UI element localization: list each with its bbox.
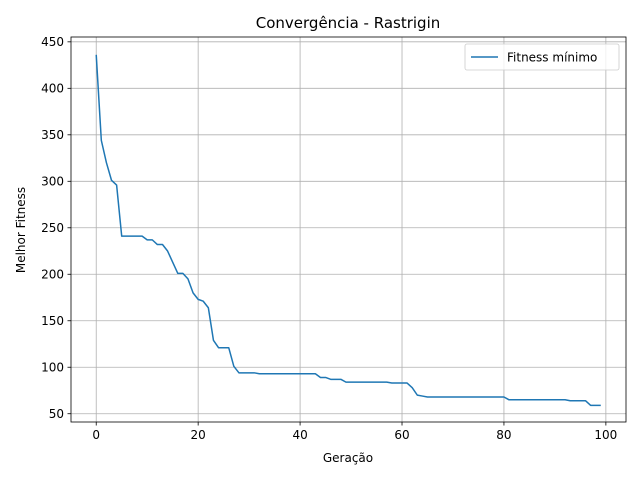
x-axis-label: Geração (323, 451, 373, 465)
x-tick-label: 40 (292, 428, 307, 442)
y-tick-label: 150 (41, 314, 64, 328)
y-tick-label: 200 (41, 268, 64, 282)
y-tick-label: 350 (41, 128, 64, 142)
x-tick-label: 20 (191, 428, 206, 442)
plot-frame (70, 36, 627, 423)
grid (71, 37, 626, 422)
y-tick-label: 50 (49, 407, 64, 421)
x-tick-label: 0 (92, 428, 100, 442)
y-tick-label: 100 (41, 361, 64, 375)
series-line-fitness-minimo (95, 54, 601, 407)
x-tick-label: 80 (496, 428, 511, 442)
y-tick-label: 250 (41, 221, 64, 235)
x-tick-label: 100 (594, 428, 617, 442)
ticks: 0 20 40 60 80 100 50 100 150 200 250 300 350 400 450 (41, 35, 617, 442)
legend: Fitness mínimo (464, 43, 620, 71)
chart-title: Convergência - Rastrigin (256, 14, 441, 32)
y-tick-label: 450 (41, 35, 64, 49)
y-tick-label: 300 (41, 175, 64, 189)
x-tick-label: 60 (394, 428, 409, 442)
series-layer (95, 54, 601, 407)
legend-label: Fitness mínimo (507, 50, 597, 64)
legend-box (464, 43, 620, 71)
y-axis-label: Melhor Fitness (14, 187, 28, 273)
y-tick-label: 400 (41, 82, 64, 96)
